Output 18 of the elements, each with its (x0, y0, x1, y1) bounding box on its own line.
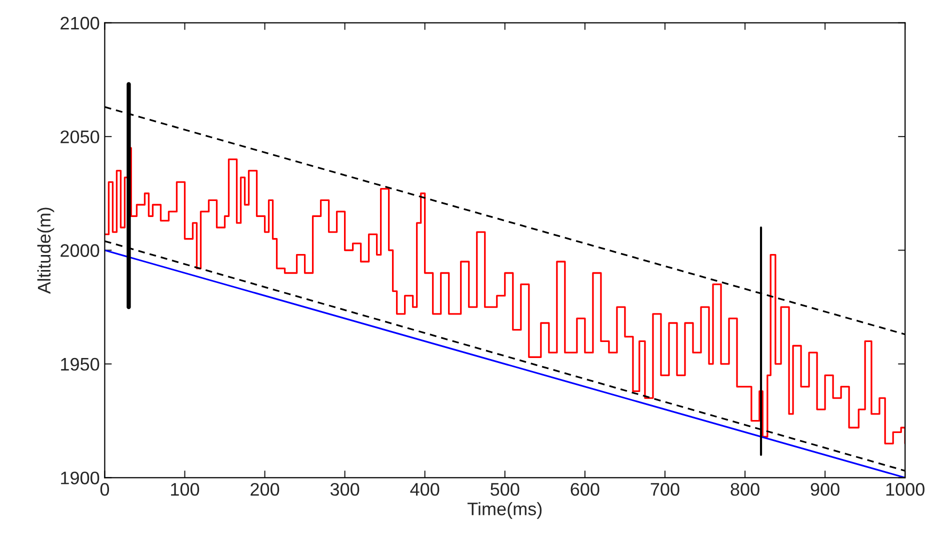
x-tick-label: 200 (250, 482, 280, 496)
x-tick-label: 1000 (886, 482, 924, 496)
x-tick-label: 600 (570, 482, 600, 496)
x-tick-label: 500 (490, 482, 520, 496)
y-tick-label: 2100 (60, 16, 100, 30)
x-tick-label: 0 (100, 482, 110, 496)
x-tick-label: 100 (171, 482, 200, 496)
x-tick-label: 900 (810, 482, 840, 496)
x-tick-label: 800 (730, 482, 760, 496)
x-tick-label: 300 (330, 482, 360, 496)
x-tick-label: 400 (410, 482, 440, 496)
y-tick-label: 2000 (60, 244, 100, 257)
x-axis-title: Time(ms) (468, 502, 542, 519)
x-tick-label: 700 (650, 482, 680, 496)
y-tick-label: 1900 (61, 472, 100, 484)
y-axis-title: Altitude(m) (37, 208, 54, 294)
y-tick-label: 2050 (60, 130, 100, 144)
y-tick-label: 1950 (61, 358, 100, 371)
